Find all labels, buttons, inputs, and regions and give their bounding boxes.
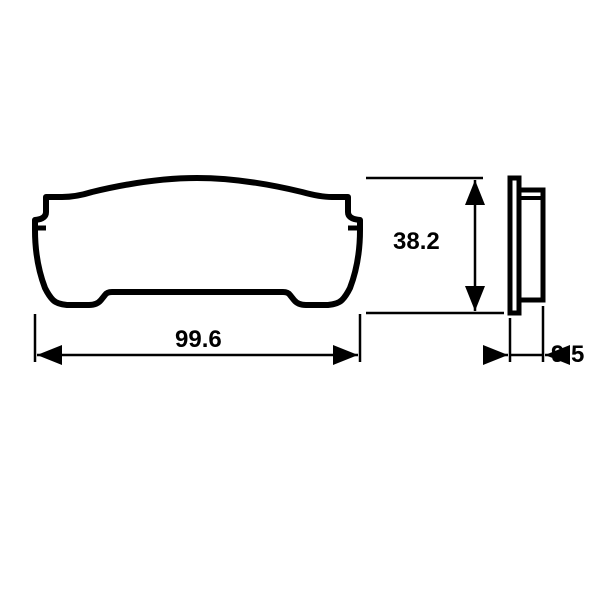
pad-outline [35,178,360,305]
side-friction [519,190,543,300]
front-view [35,178,360,305]
dim-thickness-label: 9.5 [551,341,584,369]
side-view [510,178,543,313]
drawing-canvas: 99.6 38.2 9.5 [0,0,600,600]
dim-height-label: 38.2 [393,228,440,256]
dim-width-label: 99.6 [175,326,222,354]
drawing-svg [0,0,600,600]
